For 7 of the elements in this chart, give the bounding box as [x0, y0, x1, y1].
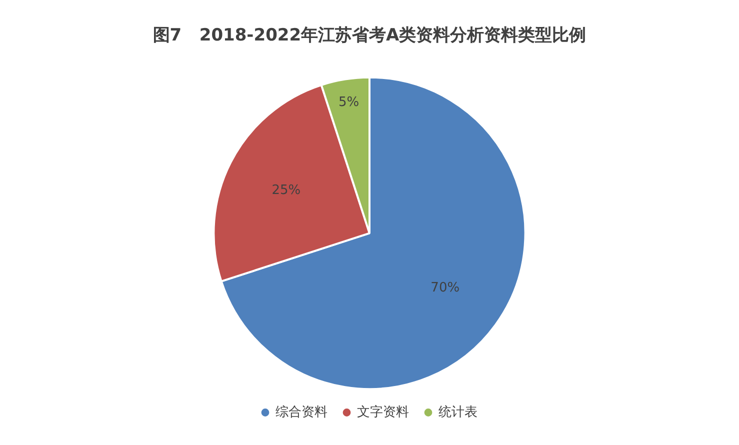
data-label: 70%: [430, 280, 460, 296]
chart-title: 图7 2018-2022年江苏省考A类资料分析资料类型比例: [152, 26, 586, 46]
data-label: 25%: [272, 183, 301, 198]
legend-label: 综合资料: [275, 404, 328, 420]
data-label: 5%: [338, 94, 360, 110]
legend-label: 文字资料: [356, 404, 409, 420]
legend-label: 统计表: [438, 404, 478, 420]
